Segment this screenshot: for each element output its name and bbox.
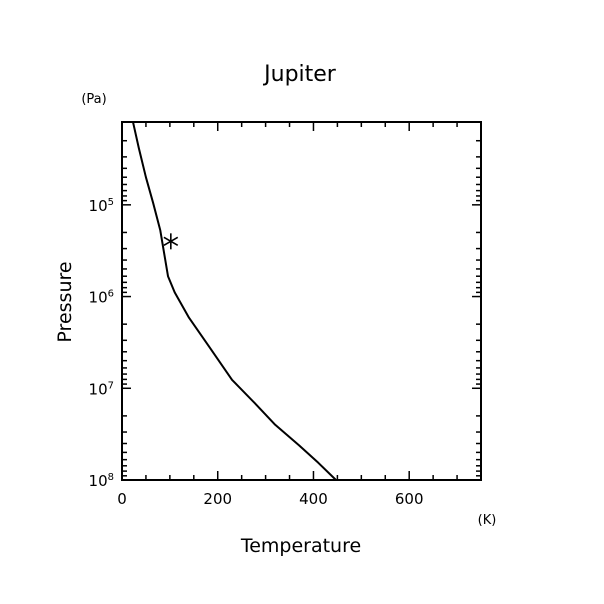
- axis-ticks: [122, 122, 481, 480]
- y-tick-label: 107: [89, 380, 114, 398]
- y-axis-unit: (Pa): [81, 92, 106, 107]
- chart-title: Jupiter: [262, 62, 337, 87]
- x-tick-label: 400: [299, 490, 328, 508]
- data-series: [132, 121, 337, 481]
- y-tick-label: 106: [89, 289, 114, 307]
- y-tick-label: 108: [89, 472, 114, 490]
- x-tick-label: 200: [203, 490, 232, 508]
- series-line: [132, 121, 337, 481]
- axis-tick-labels: 0 200 400 600 105 106 107 108: [89, 197, 424, 508]
- y-axis-label: Pressure: [54, 261, 76, 342]
- asterisk-marker: [163, 233, 179, 250]
- data-markers: [163, 233, 179, 250]
- x-tick-label: 600: [395, 490, 424, 508]
- x-tick-label: 0: [117, 490, 127, 508]
- x-axis-label: Temperature: [240, 535, 361, 557]
- y-tick-label: 105: [89, 197, 114, 215]
- plot-frame: [121, 121, 482, 481]
- x-axis-unit: (K): [478, 513, 497, 528]
